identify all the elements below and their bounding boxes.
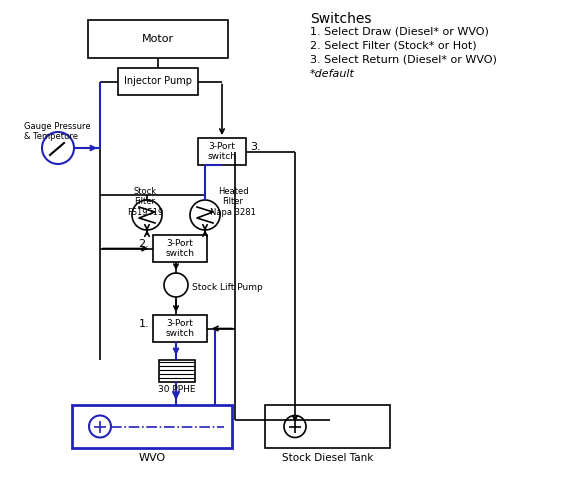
Text: 30 PPHE: 30 PPHE [158, 386, 196, 394]
Text: 1. Select Draw (Diesel* or WVO): 1. Select Draw (Diesel* or WVO) [310, 27, 489, 37]
Text: 2. Select Filter (Stock* or Hot): 2. Select Filter (Stock* or Hot) [310, 41, 477, 51]
Circle shape [42, 132, 74, 164]
Text: 1.: 1. [139, 319, 149, 329]
Bar [198, 138, 246, 165]
Text: Stock Diesel Tank: Stock Diesel Tank [282, 453, 373, 463]
Bar [153, 235, 207, 262]
Text: Motor: Motor [142, 34, 174, 44]
Text: Stock
Filter
FS19519: Stock Filter FS19519 [127, 187, 163, 217]
Bar [72, 405, 232, 448]
Circle shape [284, 415, 306, 438]
Text: Injector Pump: Injector Pump [124, 77, 192, 86]
Text: Stock Lift Pump: Stock Lift Pump [192, 283, 262, 291]
Circle shape [132, 200, 162, 230]
Text: 3. Select Return (Diesel* or WVO): 3. Select Return (Diesel* or WVO) [310, 55, 497, 65]
Text: 3-Port
switch: 3-Port switch [165, 319, 194, 338]
Text: Heated
Filter
Napa 3281: Heated Filter Napa 3281 [210, 187, 256, 217]
Text: Switches: Switches [310, 12, 371, 26]
Text: 3.: 3. [250, 142, 261, 152]
Text: WVO: WVO [139, 453, 165, 463]
Circle shape [89, 415, 111, 438]
Bar [153, 315, 207, 342]
Text: *default: *default [310, 69, 355, 79]
Text: 3-Port
switch: 3-Port switch [165, 239, 194, 258]
Text: Gauge Pressure
& Tempeture: Gauge Pressure & Tempeture [24, 122, 91, 142]
Bar [265, 405, 390, 448]
Bar [159, 360, 195, 382]
Bar [118, 68, 198, 95]
Text: 2.: 2. [139, 239, 149, 249]
Circle shape [164, 273, 188, 297]
Circle shape [190, 200, 220, 230]
Bar [88, 20, 228, 58]
Text: 3-Port
switch: 3-Port switch [208, 142, 236, 161]
